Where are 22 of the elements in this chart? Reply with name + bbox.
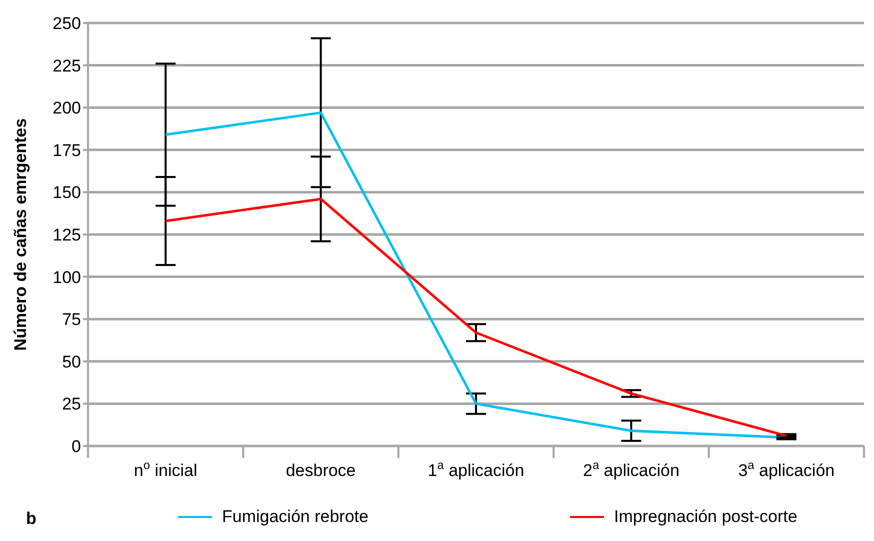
y-tick-label: 175 — [52, 140, 81, 160]
legend-label: Fumigación rebrote — [222, 507, 368, 527]
y-tick-label: 125 — [52, 226, 81, 245]
x-tick-label: 2$^{a}$ aplicación — [582, 458, 680, 480]
y-tick-label: 0 — [72, 437, 81, 456]
y-tick-label: 150 — [52, 183, 81, 202]
line-series — [164, 198, 788, 438]
x-tick-label: 3$^{a}$ aplicación — [738, 458, 835, 480]
text: b — [26, 509, 36, 529]
y-tick-label: 100 — [52, 268, 81, 287]
y-tick-label: 50 — [62, 352, 81, 372]
y-tick-label: 200 — [52, 98, 81, 118]
legend-label: Impregnación post-corte — [614, 507, 798, 527]
x-tick-label: desbroce — [286, 461, 356, 480]
y-tick-label: 25 — [62, 394, 81, 414]
line-series — [164, 111, 788, 439]
y-tick-label: 225 — [52, 56, 81, 76]
y-tick-label: 75 — [62, 310, 81, 330]
x-tick-label: 1$^{a}$ aplicación — [428, 458, 524, 480]
y-tick-label: 250 — [52, 14, 81, 34]
y-axis-title: Número de cañas emrgentes — [11, 118, 30, 351]
x-tick-label: n$^{o}$ inicial — [134, 458, 198, 480]
